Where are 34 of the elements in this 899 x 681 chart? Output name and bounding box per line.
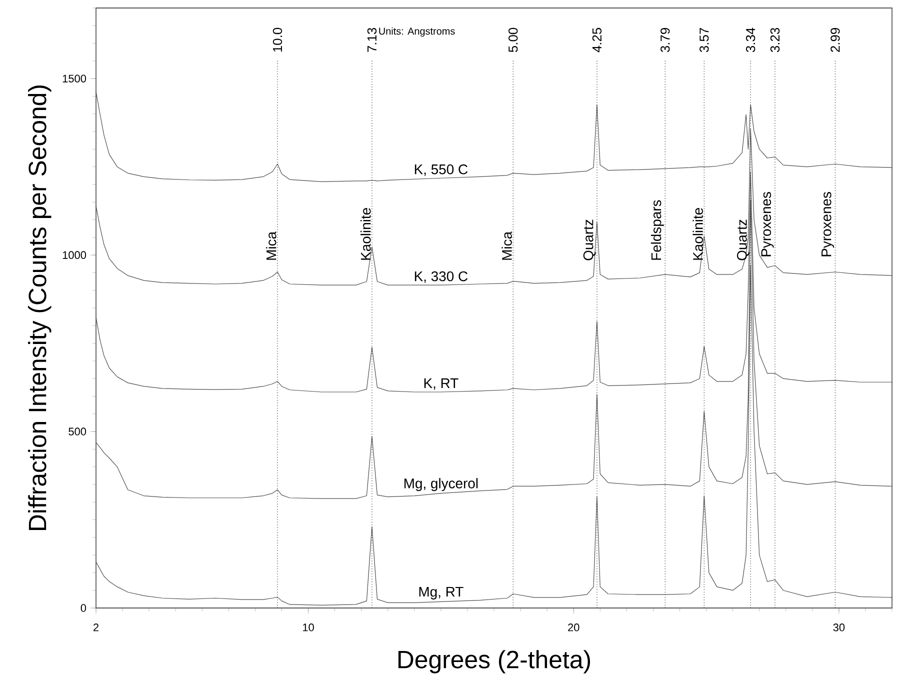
- annotation: Mica: [266, 231, 276, 260]
- annotation: 3.34: [746, 28, 756, 52]
- annotation: 3.57: [700, 28, 709, 52]
- series-label: K, 550 C: [414, 164, 468, 176]
- x-tick-label: 20: [568, 624, 580, 632]
- annotation: Pyroxenes: [822, 192, 834, 256]
- annotation: Units: Angstroms: [379, 27, 455, 37]
- annotation: Kaolinite: [360, 208, 371, 260]
- y-tick-label: 1500: [62, 74, 86, 82]
- x-axis-title: Degrees (2-theta): [398, 650, 590, 674]
- x-tick-label: 2: [94, 624, 98, 632]
- series-label: K, 330 C: [414, 271, 468, 283]
- annotation: 3.79: [660, 28, 670, 52]
- annotation: Feldspars: [650, 200, 664, 260]
- annotation: 5.00: [508, 28, 518, 52]
- x-tick-label: 30: [833, 624, 845, 632]
- annotation: Pyroxenes: [761, 192, 774, 256]
- annotation: Kaolinite: [692, 208, 703, 260]
- annotation: 10.0: [272, 28, 282, 52]
- x-tick-label: 10: [303, 624, 314, 632]
- annotation: 3.23: [770, 28, 780, 52]
- y-tick-label: 0: [80, 604, 86, 612]
- annotation: 7.13: [367, 28, 377, 52]
- series-label: Mg, RT: [419, 586, 464, 600]
- y-tick-label: 1000: [62, 251, 86, 259]
- series-label: Mg, glycerol: [404, 478, 478, 492]
- annotation: 2.99: [830, 28, 840, 52]
- annotation: Mica: [502, 231, 512, 260]
- annotation: 4.25: [592, 28, 602, 52]
- annotation: Quartz: [736, 220, 750, 260]
- y-axis-title: Diffraction Intensity (Counts per Second): [28, 86, 52, 530]
- y-tick-label: 500: [68, 428, 86, 436]
- series-label: K, RT: [424, 378, 458, 390]
- annotation: Quartz: [583, 220, 596, 260]
